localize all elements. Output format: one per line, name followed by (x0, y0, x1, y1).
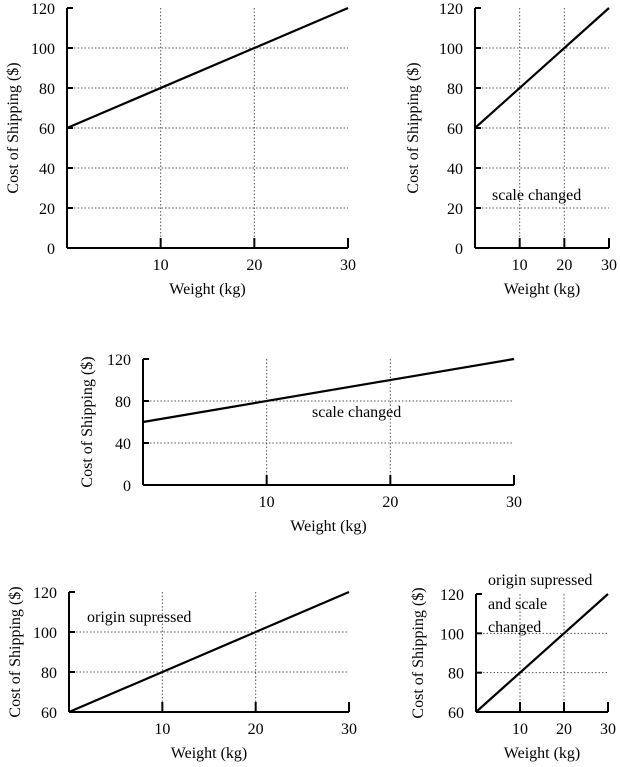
chart-3: 10 20 30 0 40 80 120 Weight (kg) Cost of Shippin… (79, 352, 522, 535)
y-tick-label: 0 (455, 241, 463, 258)
x-tick-label: 10 (154, 721, 170, 738)
x-tick-label: 20 (248, 721, 264, 738)
y-tick-label: 120 (440, 587, 464, 604)
x-axis-label: Weight (kg) (504, 281, 580, 298)
y-tick-label: 40 (115, 436, 131, 453)
x-tick-label: 30 (601, 257, 617, 274)
y-tick-label: 60 (39, 121, 55, 138)
y-tick-label: 120 (107, 352, 131, 369)
x-axis-label: Weight (kg) (171, 745, 247, 762)
y-tick-label: 80 (448, 666, 464, 683)
x-tick-label: 30 (600, 721, 616, 738)
y-tick-label: 80 (447, 81, 463, 98)
y-tick-label: 40 (447, 161, 463, 178)
chart-1: 10 20 30 0 20 40 60 80 100 120 Weight (kg) Cost of … (5, 1, 356, 298)
y-tick-label: 0 (47, 241, 55, 258)
x-tick-label: 10 (512, 257, 528, 274)
y-tick-label: 100 (31, 41, 55, 58)
y-axis-label: Cost of Shipping ($) (405, 62, 422, 193)
y-axis-label: Cost of Shipping ($) (79, 356, 96, 487)
x-tick-label: 30 (340, 257, 356, 274)
y-tick-label: 80 (115, 394, 131, 411)
x-axis-label: Weight (kg) (290, 518, 366, 535)
y-tick-label: 40 (39, 161, 55, 178)
x-axis-label: Weight (kg) (504, 745, 580, 762)
annotation: changed (488, 619, 541, 636)
chart-4: 10 20 30 60 80 100 120 Weight (kg) Cost of Shipp… (7, 585, 357, 762)
annotation: origin supressed (488, 572, 592, 589)
y-tick-label: 80 (39, 81, 55, 98)
series-line (142, 357, 515, 424)
y-tick-label: 20 (447, 201, 463, 218)
series-line (474, 7, 610, 129)
series-line (68, 590, 350, 714)
x-tick-label: 20 (382, 494, 398, 511)
x-tick-label: 20 (246, 257, 262, 274)
y-tick-label: 120 (33, 585, 57, 602)
annotation: scale changed (312, 404, 401, 421)
annotation: scale changed (492, 187, 581, 204)
y-tick-label: 120 (31, 1, 55, 18)
x-tick-label: 10 (259, 494, 275, 511)
y-tick-label: 100 (33, 625, 57, 642)
annotation: origin supressed (87, 609, 191, 626)
x-tick-label: 30 (341, 721, 357, 738)
y-tick-label: 60 (447, 121, 463, 138)
x-tick-label: 10 (153, 257, 169, 274)
series-line (475, 593, 609, 713)
y-tick-label: 0 (123, 478, 131, 495)
chart-2: 10 20 30 0 20 40 60 80 100 120 Weight (kg) Cost of … (405, 1, 617, 298)
y-tick-label: 120 (439, 1, 463, 18)
x-axis-label: Weight (kg) (169, 281, 245, 298)
x-tick-label: 20 (556, 721, 572, 738)
y-axis-label: Cost of Shipping ($) (410, 587, 427, 718)
y-tick-label: 80 (41, 665, 57, 682)
x-tick-label: 30 (506, 494, 522, 511)
series-line (66, 6, 349, 130)
y-tick-label: 60 (448, 705, 464, 722)
y-tick-label: 100 (440, 626, 464, 643)
y-tick-label: 60 (41, 705, 57, 722)
y-axis-label: Cost of Shipping ($) (5, 62, 22, 193)
annotation: and scale (488, 596, 547, 613)
y-tick-label: 100 (439, 41, 463, 58)
y-tick-label: 20 (39, 201, 55, 218)
chart-5: 10 20 30 60 80 100 120 Weight (kg) Cost of Shipp… (410, 572, 616, 762)
x-tick-label: 20 (556, 257, 572, 274)
y-axis-label: Cost of Shipping ($) (7, 586, 24, 717)
x-tick-label: 10 (512, 721, 528, 738)
